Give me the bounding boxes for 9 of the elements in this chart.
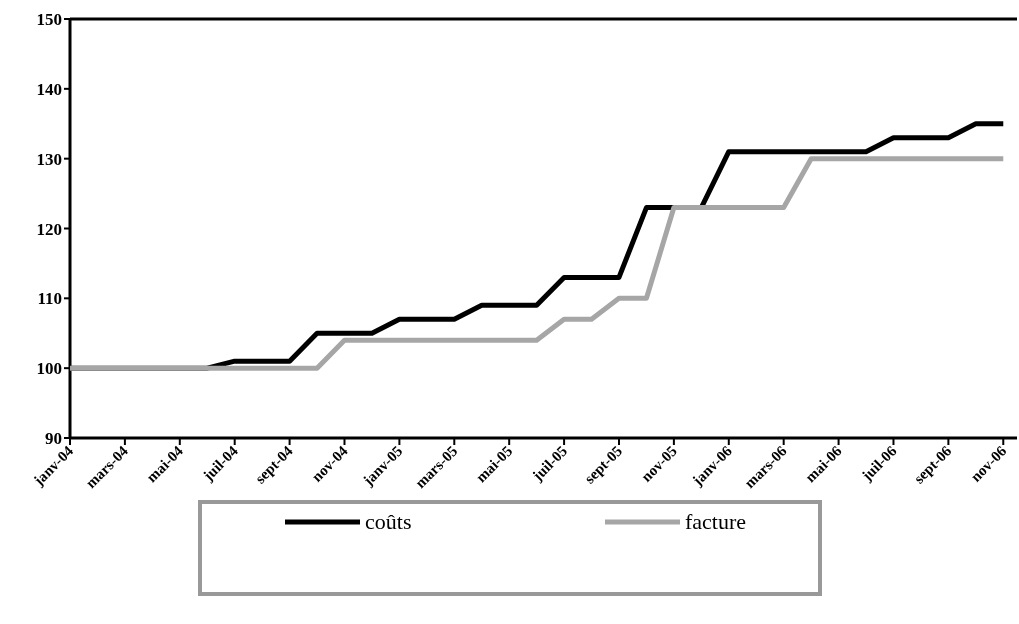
y-tick-label: 120	[36, 219, 62, 239]
y-tick-label: 130	[36, 149, 62, 169]
y-tick-label: 100	[36, 359, 62, 379]
y-tick-label: 110	[37, 289, 62, 309]
y-tick-label: 150	[36, 10, 62, 29]
legend-label: coûts	[365, 509, 412, 534]
y-tick-label: 90	[45, 429, 62, 448]
y-tick-label: 140	[36, 79, 62, 99]
legend-label: facture	[685, 509, 747, 534]
